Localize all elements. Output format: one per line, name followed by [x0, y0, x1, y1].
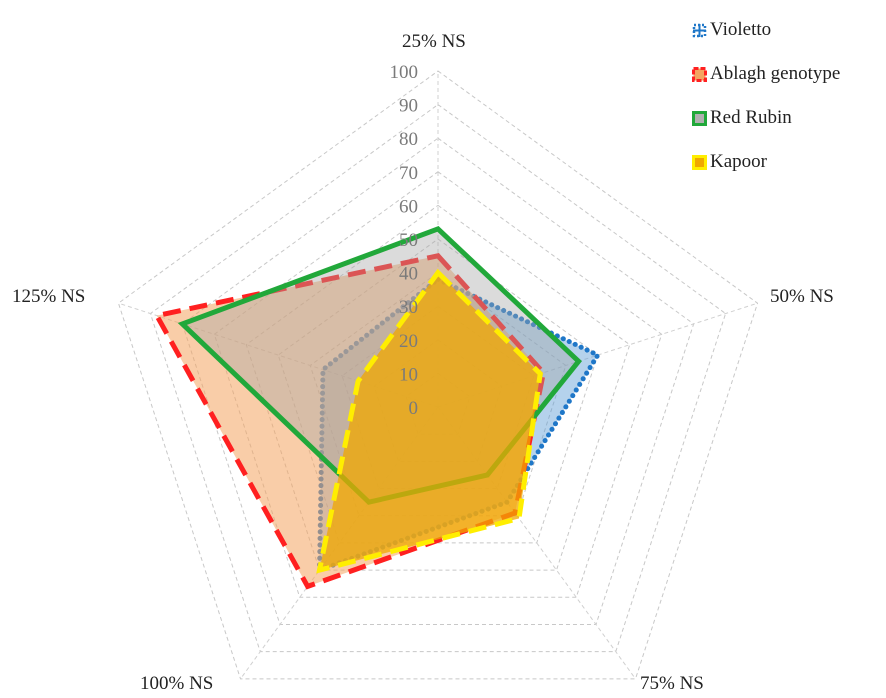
legend-swatch-ablagh [692, 66, 707, 82]
radar-series [152, 226, 602, 590]
legend-label-red-rubin: Red Rubin [710, 107, 792, 128]
grid-ring [117, 70, 759, 680]
tick-label: 0 [409, 398, 419, 419]
legend-label-ablagh: Ablagh genotype [710, 63, 841, 84]
legend-item-violetto: Violetto [692, 8, 882, 52]
tick-label: 30 [399, 297, 418, 318]
tick-label: 70 [399, 163, 418, 184]
tick-label: 20 [399, 331, 418, 352]
tick-label: 50 [399, 230, 418, 251]
legend-item-kapoor: Kapoor [692, 140, 882, 184]
legend-swatch-kapoor [692, 154, 707, 170]
legend-label-violetto: Violetto [710, 19, 772, 40]
category-label-125ns: 125% NS [12, 286, 86, 307]
legend-swatch-violetto [692, 23, 707, 37]
legend-item-ablagh: Ablagh genotype [692, 52, 882, 96]
legend-item-red-rubin: Red Rubin [692, 96, 882, 140]
tick-label: 100 [390, 62, 419, 83]
category-label-50ns: 50% NS [770, 286, 834, 307]
legend-label-kapoor: Kapoor [710, 151, 767, 172]
tick-label: 90 [399, 96, 418, 117]
series-kapoor [316, 268, 543, 574]
category-label-25ns: 25% NS [402, 31, 466, 52]
tick-label: 40 [399, 264, 418, 285]
radar-tick-labels: 0 10 20 30 40 50 60 70 80 90 100 [390, 62, 419, 419]
grid-ring [149, 103, 727, 653]
legend-swatch-red-rubin [692, 110, 707, 126]
grid-ring [181, 137, 695, 625]
tick-label: 10 [399, 364, 418, 385]
tick-label: 80 [399, 129, 418, 150]
legend: Violetto Ablagh genotype Red Rubin Kapoo… [692, 8, 882, 184]
tick-label: 60 [399, 196, 418, 217]
category-label-100ns: 100% NS [140, 673, 214, 694]
category-label-75ns: 75% NS [640, 673, 704, 694]
